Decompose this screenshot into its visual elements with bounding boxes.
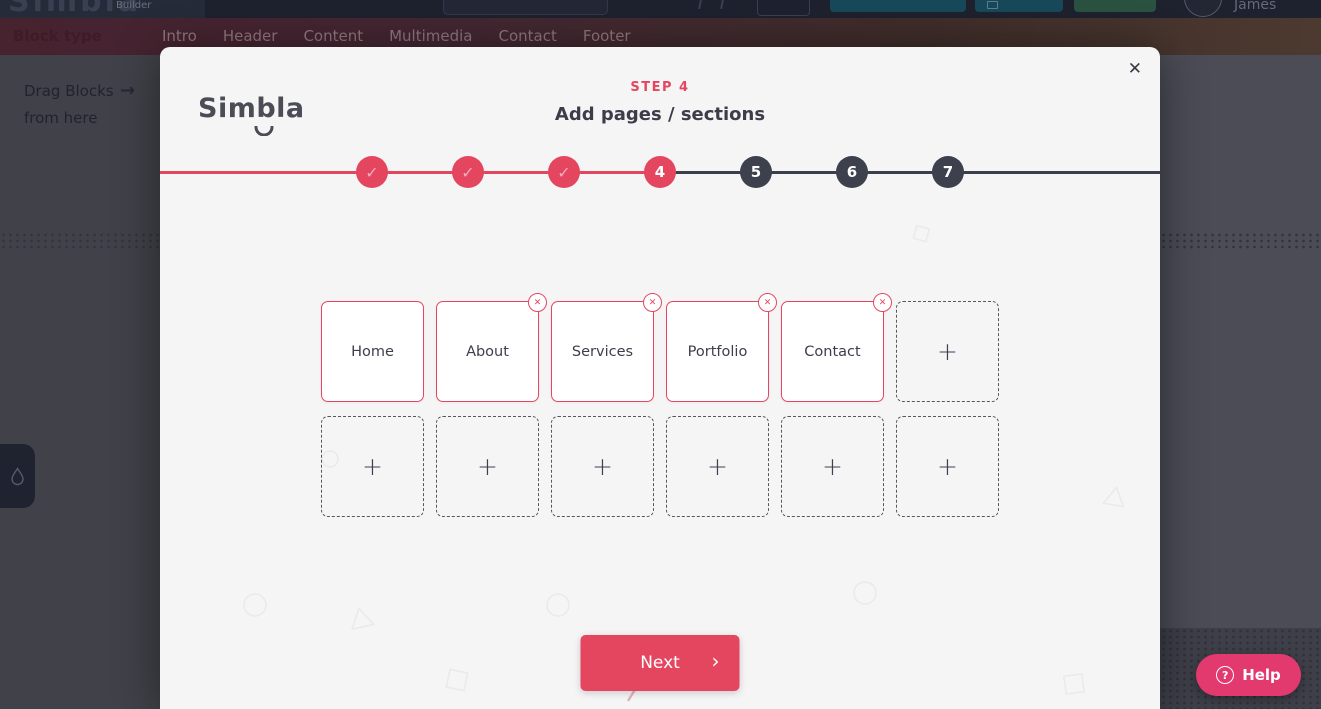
page-card-label: Home — [351, 343, 394, 360]
progress-stepper: ✓ ✓ ✓ 4 5 6 7 — [160, 156, 1160, 190]
page-card-label: Contact — [804, 343, 861, 360]
add-page-slot[interactable]: + — [896, 416, 999, 517]
step-5: 5 — [740, 156, 772, 188]
publish-button[interactable] — [1074, 0, 1156, 12]
topbar: Simbla Builder James — [0, 0, 1321, 18]
plus-icon: + — [362, 452, 383, 481]
drag-hint-line2: from here — [24, 109, 98, 127]
tab-header[interactable]: Header — [222, 27, 278, 45]
modal-title: Add pages / sections — [554, 104, 766, 125]
tab-footer[interactable]: Footer — [582, 27, 631, 45]
blocks-sidebar: Drag Blocks from here → — [0, 55, 160, 709]
dotted-divider — [1160, 232, 1321, 249]
question-mark-icon: ? — [1216, 666, 1235, 684]
stepper-circles: ✓ ✓ ✓ 4 5 6 7 — [160, 156, 1160, 188]
add-page-slot[interactable]: + — [436, 416, 539, 517]
page-card-about[interactable]: About ✕ — [436, 293, 547, 402]
step-7: 7 — [932, 156, 964, 188]
step-2-check-icon: ✓ — [452, 156, 484, 188]
block-type-label: Block type — [13, 27, 102, 45]
theme-color-tab[interactable] — [0, 444, 35, 508]
remove-page-icon[interactable]: ✕ — [528, 293, 547, 312]
page-card-contact[interactable]: Contact ✕ — [781, 293, 892, 402]
topbar-button-primary[interactable] — [830, 0, 966, 12]
add-page-slot[interactable]: + — [781, 416, 884, 517]
page-card-label: About — [466, 343, 509, 360]
tab-contact[interactable]: Contact — [498, 27, 557, 45]
step-label: STEP 4 — [630, 80, 690, 95]
topbar-outline-button[interactable] — [757, 0, 810, 16]
canvas-right-area — [1160, 55, 1321, 709]
next-button-label: Next — [640, 653, 680, 673]
dotted-divider — [0, 232, 160, 249]
avatar[interactable] — [1184, 0, 1222, 17]
plus-icon: + — [937, 337, 958, 366]
monitor-icon — [987, 1, 998, 9]
close-icon[interactable]: ✕ — [1124, 55, 1146, 83]
user-name: James — [1234, 0, 1277, 13]
preview-button[interactable] — [975, 0, 1063, 12]
step-4: 4 — [644, 156, 676, 188]
stepper-line-todo — [660, 171, 1160, 174]
page-slots-grid: Home About ✕ Services ✕ Portfolio ✕ Contact ✕ + + +… — [321, 293, 999, 517]
add-page-slot[interactable]: + — [896, 301, 999, 402]
simbla-logo: Simbla — [198, 93, 308, 141]
step-3-check-icon: ✓ — [548, 156, 580, 188]
water-drop-icon — [11, 466, 24, 485]
page-selector-dropdown[interactable] — [443, 0, 608, 15]
remove-page-icon[interactable]: ✕ — [643, 293, 662, 312]
help-button-label: Help — [1242, 666, 1281, 684]
help-button[interactable]: ? Help — [1196, 654, 1301, 696]
plus-icon: + — [822, 452, 843, 481]
arrow-right-icon: → — [120, 80, 136, 101]
app-logo: Simbla — [8, 0, 142, 18]
setup-wizard-modal: ✕ Simbla STEP 4 Add pages / sections ✓ ✓ ✓… — [160, 47, 1160, 709]
page-card-label: Portfolio — [687, 343, 748, 360]
block-tabs: Intro Header Content Multimedia Contact Foote… — [162, 27, 631, 45]
tab-intro[interactable]: Intro — [162, 27, 197, 45]
logo-smile-icon — [254, 126, 274, 136]
page-card-services[interactable]: Services ✕ — [551, 293, 662, 402]
simbla-wordmark: Simbla — [198, 93, 305, 124]
drag-hint: Drag Blocks from here — [24, 78, 114, 132]
app-logo-area: Simbla Builder — [0, 0, 205, 18]
plus-icon: + — [937, 452, 958, 481]
step-6: 6 — [836, 156, 868, 188]
add-page-slot[interactable]: + — [666, 416, 769, 517]
chevron-right-icon: › — [711, 649, 720, 673]
remove-page-icon[interactable]: ✕ — [758, 293, 777, 312]
step-1-check-icon: ✓ — [356, 156, 388, 188]
stepper-line-done — [160, 171, 660, 174]
drag-hint-line1: Drag Blocks — [24, 82, 114, 100]
redo-icon[interactable] — [720, 0, 724, 10]
plus-icon: + — [477, 452, 498, 481]
add-page-slot[interactable]: + — [551, 416, 654, 517]
page-card-home[interactable]: Home — [321, 301, 424, 402]
tab-content[interactable]: Content — [303, 27, 364, 45]
add-page-slot[interactable]: + — [321, 416, 424, 517]
tab-multimedia[interactable]: Multimedia — [389, 27, 473, 45]
page-card-label: Services — [571, 343, 634, 360]
next-button[interactable]: Next › — [580, 635, 740, 691]
app-logo-subtitle: Builder — [116, 0, 152, 11]
plus-icon: + — [707, 452, 728, 481]
undo-icon[interactable] — [698, 0, 702, 10]
remove-page-icon[interactable]: ✕ — [873, 293, 892, 312]
page-card-portfolio[interactable]: Portfolio ✕ — [666, 293, 777, 402]
plus-icon: + — [592, 452, 613, 481]
